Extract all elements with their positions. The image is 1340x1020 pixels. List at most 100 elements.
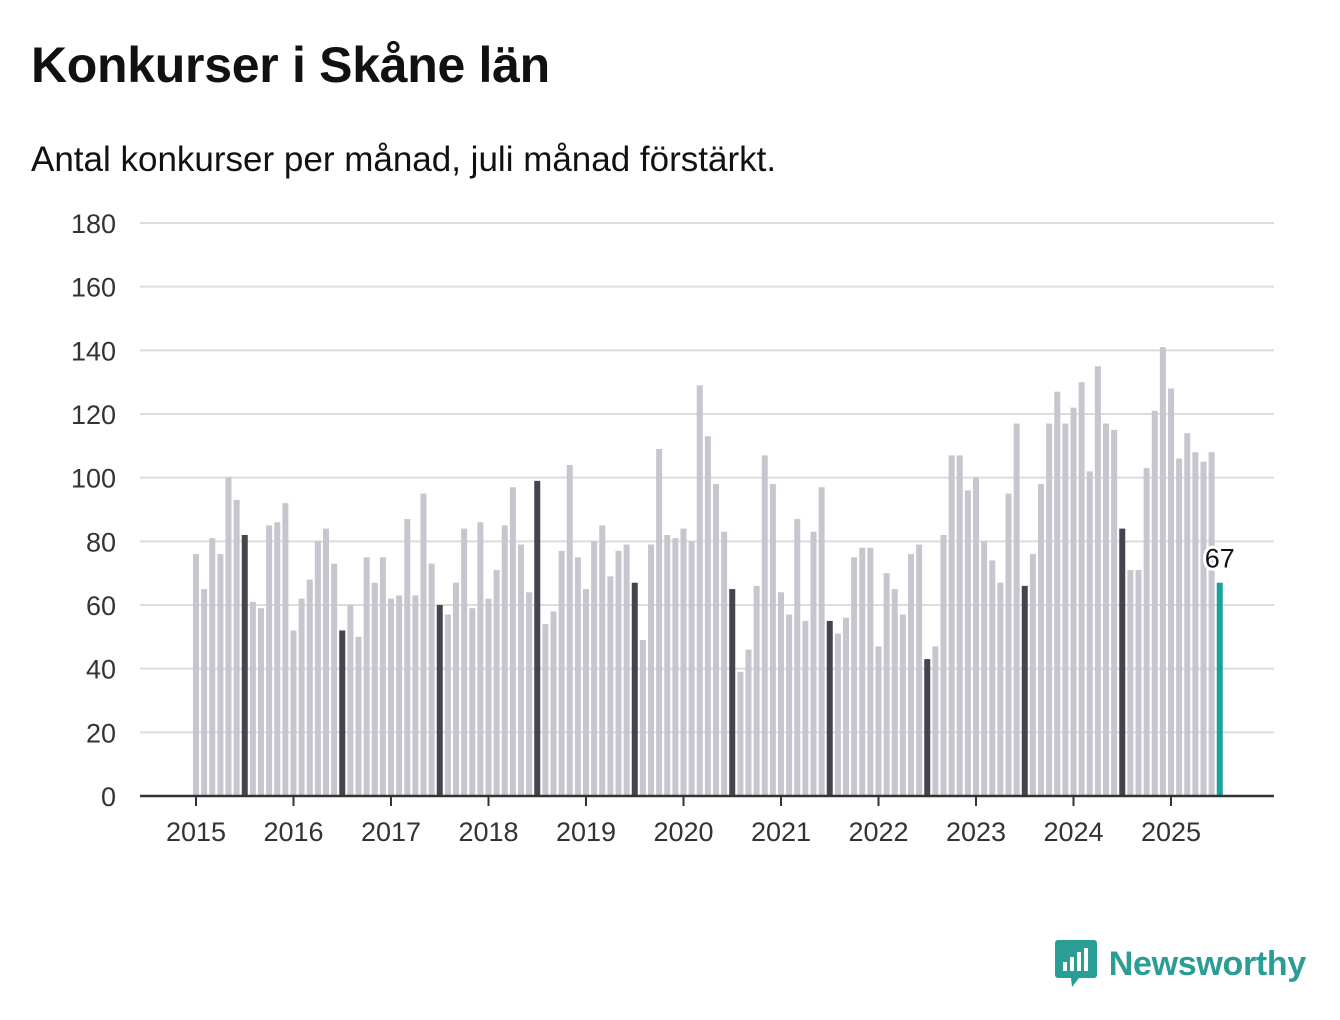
bar [412, 595, 419, 796]
bar [1184, 433, 1191, 796]
bar [737, 671, 744, 796]
y-tick-label: 40 [86, 655, 116, 685]
bar [875, 646, 882, 796]
y-tick-label: 120 [71, 400, 116, 430]
bar [680, 528, 687, 796]
bar [623, 544, 630, 796]
bar [1216, 582, 1223, 796]
bar [648, 544, 654, 796]
bar [818, 487, 825, 796]
bar [1143, 468, 1150, 796]
bar [583, 589, 589, 796]
y-tick-label: 180 [71, 209, 116, 239]
bar [461, 528, 468, 796]
x-tick-label: 2015 [166, 817, 226, 847]
bar [249, 601, 256, 796]
bar [241, 534, 248, 796]
bar [193, 554, 199, 796]
bar [672, 538, 679, 796]
bar [997, 582, 1004, 796]
bar [826, 620, 833, 796]
x-tick-label: 2024 [1043, 817, 1103, 847]
bar [704, 436, 711, 796]
bar [518, 544, 524, 796]
bar [1094, 366, 1101, 796]
bar [973, 477, 979, 796]
bar [964, 490, 971, 796]
chart-title: Konkurser i Skåne län [31, 37, 550, 93]
bar [631, 582, 638, 796]
bar [574, 557, 581, 796]
bar [932, 646, 939, 796]
bar [558, 550, 565, 796]
bar [745, 649, 752, 796]
bar [639, 640, 646, 796]
bar [233, 499, 240, 796]
bar [566, 464, 573, 796]
bar [550, 611, 557, 796]
bar [721, 531, 728, 796]
bar [761, 455, 768, 796]
bar [607, 576, 614, 796]
bar [477, 522, 484, 796]
x-tick-label: 2017 [361, 817, 421, 847]
bar [274, 522, 281, 796]
bar [1013, 423, 1020, 796]
bar [1086, 471, 1093, 796]
bar [217, 554, 224, 796]
bar [493, 569, 500, 796]
bar [1168, 388, 1174, 796]
bar [509, 487, 516, 796]
y-tick-label: 140 [71, 336, 116, 366]
bar [1127, 569, 1134, 796]
bar [1021, 585, 1028, 796]
bar [444, 614, 451, 796]
bar [436, 605, 443, 796]
bar [1054, 391, 1061, 796]
bar [266, 525, 273, 796]
bar [388, 598, 394, 796]
bar [420, 493, 427, 796]
bar [940, 534, 947, 796]
bar [786, 614, 793, 796]
bar [371, 582, 378, 796]
bar [591, 541, 598, 796]
bar [379, 557, 386, 796]
bar [916, 544, 923, 796]
bar [1046, 423, 1053, 796]
bar [899, 614, 906, 796]
bar [1029, 554, 1036, 796]
x-tick-label: 2021 [751, 817, 811, 847]
x-tick-label: 2022 [848, 817, 908, 847]
bar [1038, 484, 1044, 796]
bar [526, 592, 533, 796]
bar [225, 477, 232, 796]
bar [1070, 407, 1077, 796]
bar [396, 595, 403, 796]
bar [891, 589, 898, 796]
bar [1192, 452, 1199, 796]
bar [1135, 569, 1142, 796]
bar [802, 620, 809, 796]
bar [534, 480, 541, 796]
last-value-label: 67 [1205, 544, 1235, 574]
bar [778, 592, 784, 796]
x-tick-label: 2023 [946, 817, 1006, 847]
x-tick-label: 2025 [1141, 817, 1201, 847]
bar [1159, 347, 1166, 796]
bar [1111, 429, 1118, 796]
bars [193, 347, 1223, 796]
bar [924, 659, 931, 796]
bar [453, 582, 459, 796]
bar [258, 608, 264, 796]
bar [859, 547, 866, 796]
bar [713, 484, 719, 796]
bar [981, 541, 988, 796]
bar [948, 455, 955, 796]
bar [485, 598, 492, 796]
bar [306, 579, 313, 796]
bar [404, 519, 411, 796]
bar [469, 608, 476, 796]
bar [1103, 423, 1109, 796]
y-tick-label: 20 [86, 718, 116, 748]
